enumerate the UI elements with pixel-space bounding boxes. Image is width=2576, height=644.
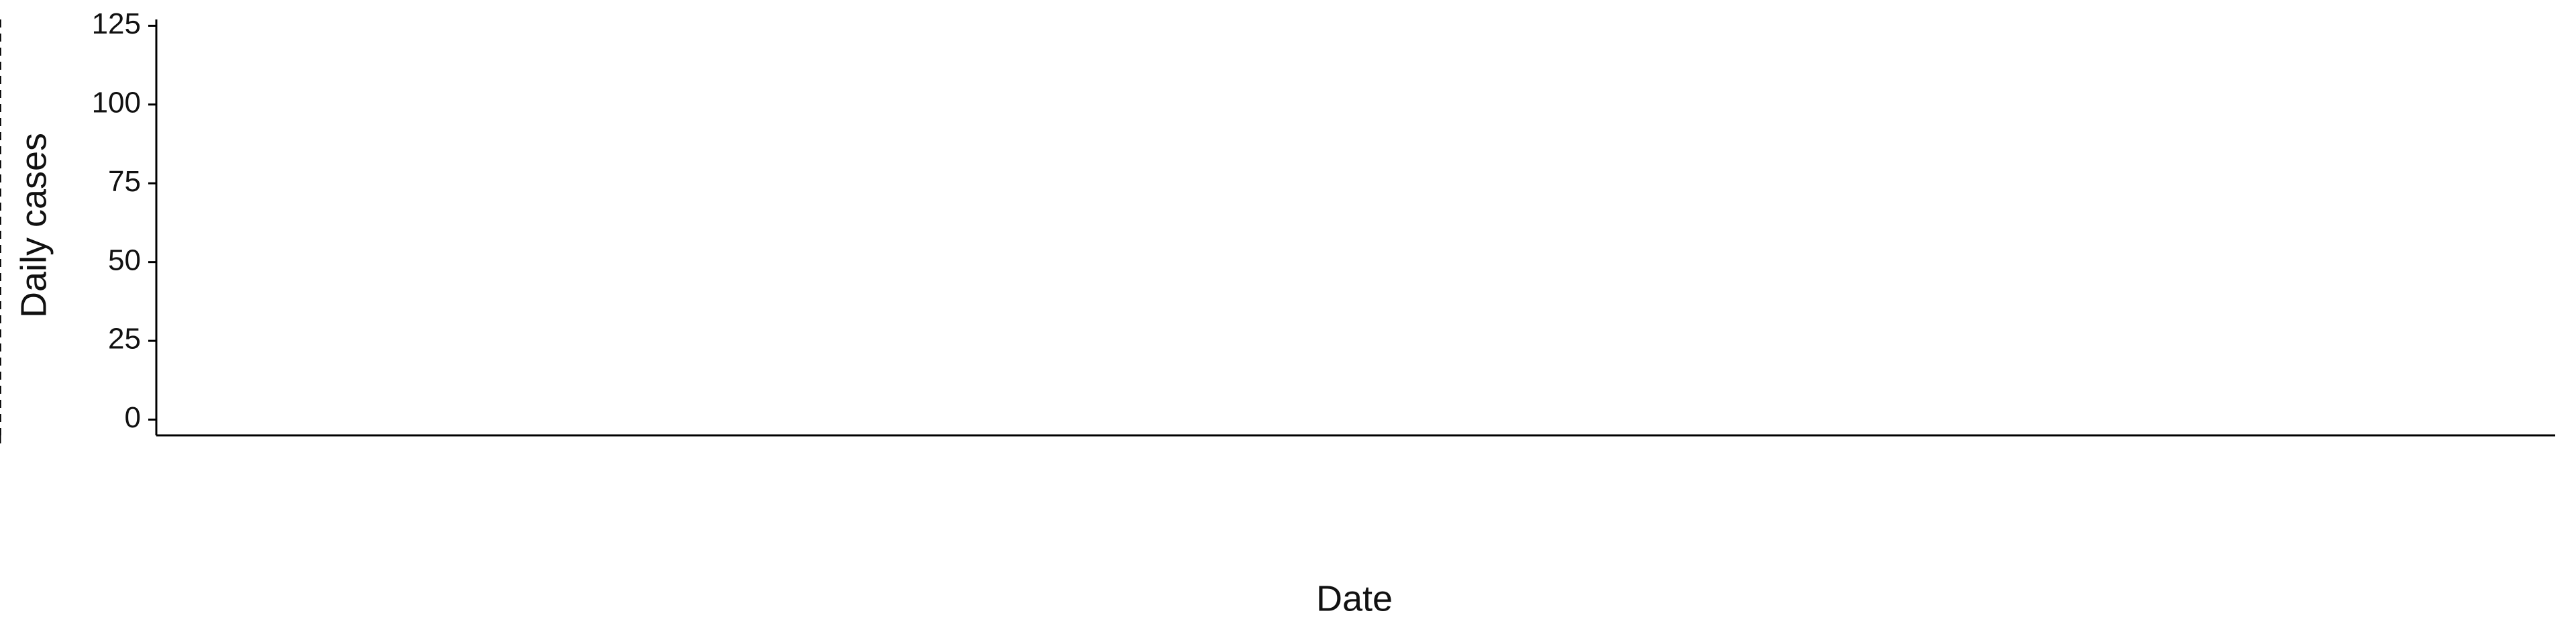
y-tick-label: 75: [108, 165, 141, 198]
y-axis-title: Daily cases: [13, 133, 54, 318]
y-tick-label: 25: [108, 323, 141, 356]
y-tick-label: 100: [92, 86, 141, 119]
y-tick-label: 125: [92, 7, 141, 40]
y-tick-label: 50: [108, 244, 141, 276]
y-tick-label: 0: [125, 401, 141, 434]
x-axis-title: Date: [1316, 578, 1393, 619]
